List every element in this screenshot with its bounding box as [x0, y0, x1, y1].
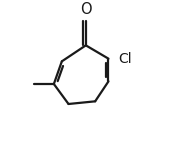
- Text: Cl: Cl: [118, 52, 132, 66]
- Text: O: O: [80, 2, 92, 17]
